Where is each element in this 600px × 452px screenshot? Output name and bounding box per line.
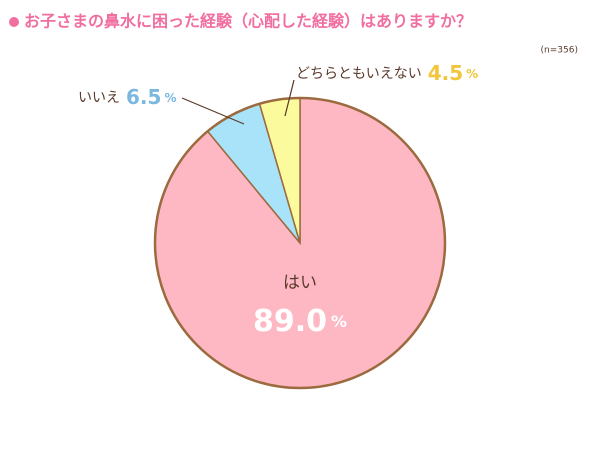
- title-bullet: [9, 17, 19, 27]
- value-label: 6.5: [126, 85, 161, 109]
- slice-label: どちらともいえない 4.5%: [296, 61, 478, 85]
- sample-note: (n=356): [541, 46, 578, 56]
- value-unit: %: [331, 312, 347, 331]
- pie-border: [153, 96, 447, 390]
- slice-value: 89.0%: [253, 304, 347, 339]
- value-unit: %: [466, 67, 478, 81]
- category-label: いいえ: [78, 90, 120, 106]
- slice-label: いいえ 6.5%: [78, 85, 176, 109]
- pie: [153, 96, 447, 390]
- leader-line: [181, 97, 245, 125]
- slice-label: はい: [283, 273, 317, 293]
- value-label: 4.5: [428, 61, 463, 85]
- leader-line: [284, 79, 295, 117]
- category-label: どちらともいえない: [296, 66, 422, 82]
- value-unit: %: [164, 91, 176, 105]
- chart-title: お子さまの鼻水に困った経験（心配した経験）はありますか？: [24, 12, 472, 31]
- value-label: 89.0: [253, 304, 327, 339]
